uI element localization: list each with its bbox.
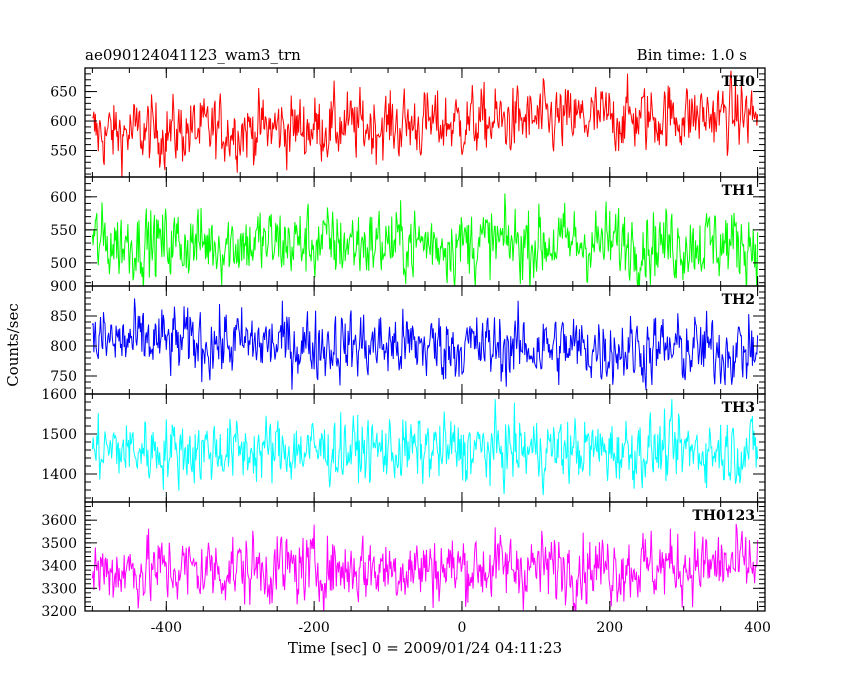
series-line-th0 <box>92 70 759 177</box>
y-tick-label: 850 <box>50 309 77 325</box>
y-tick-label: 550 <box>50 143 77 159</box>
y-tick-label: 900 <box>50 279 77 295</box>
x-tick-label: -400 <box>151 620 182 636</box>
y-tick-label: 3200 <box>41 604 77 620</box>
y-tick-label: 650 <box>50 85 77 101</box>
panels: 550 600 650 TH0 500 550 600 TH1 750 800 850 900 TH2 1… <box>41 67 766 620</box>
x-axis: -400 -200 0 200 400 <box>151 620 771 636</box>
panel-frame <box>84 285 766 395</box>
panel-th0: 550 600 650 TH0 <box>50 67 766 178</box>
y-tick-label: 3300 <box>41 581 77 597</box>
panel-th1: 500 550 600 TH1 <box>50 176 766 287</box>
x-tick-label: 200 <box>596 620 623 636</box>
x-tick-label: 0 <box>457 620 466 636</box>
x-tick-label: 400 <box>744 620 771 636</box>
y-tick-label: 3400 <box>41 559 77 575</box>
y-tick-label: 3600 <box>41 513 77 529</box>
y-tick-label: 750 <box>50 369 77 385</box>
panel-label-th3: TH3 <box>722 400 755 416</box>
chart-title-right: Bin time: 1.0 s <box>637 46 747 64</box>
panel-th0123: 3200 3300 3400 3500 3600 TH0123 <box>41 501 766 620</box>
panel-th3: 1400 1500 1600 TH3 <box>41 387 766 503</box>
series-line-th3 <box>91 399 759 496</box>
panel-label-th2: TH2 <box>722 292 755 308</box>
series-line-th2 <box>91 298 759 391</box>
y-tick-label: 3500 <box>41 536 77 552</box>
y-tick-label: 1600 <box>41 387 77 403</box>
panel-label-th1: TH1 <box>722 183 755 199</box>
x-axis-label: Time [sec] 0 = 2009/01/24 04:11:23 <box>288 639 562 657</box>
y-tick-label: 1500 <box>41 427 77 443</box>
x-tick-label: -200 <box>298 620 329 636</box>
series-line-th1 <box>91 193 759 286</box>
panel-th2: 750 800 850 900 TH2 <box>50 279 766 395</box>
panel-label-th0123: TH0123 <box>692 508 755 524</box>
y-tick-label: 600 <box>50 114 77 130</box>
y-tick-label: 550 <box>50 223 77 239</box>
y-axis-label: Counts/sec <box>4 303 22 387</box>
panel-frame <box>84 176 766 287</box>
y-tick-label: 1400 <box>41 467 77 483</box>
y-tick-label: 600 <box>50 190 77 206</box>
y-tick-label: 800 <box>50 339 77 355</box>
series-line-th0123 <box>91 523 759 611</box>
chart-title-left: ae090124041123_wam3_trn <box>85 46 301 64</box>
y-tick-label: 500 <box>50 256 77 272</box>
panel-label-th0: TH0 <box>722 74 756 90</box>
